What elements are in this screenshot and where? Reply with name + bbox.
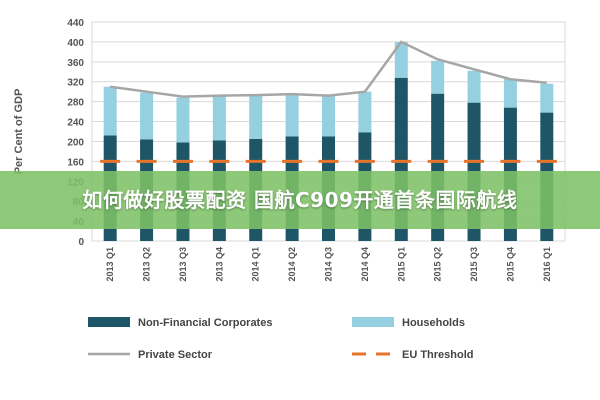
legend-label: EU Threshold — [402, 349, 474, 361]
bar-households — [249, 95, 263, 139]
x-tick-label: 2014 Q2 — [287, 247, 297, 282]
bar-households — [212, 95, 226, 141]
bar-households — [322, 95, 335, 137]
bar-households — [285, 94, 299, 137]
y-tick-label: 0 — [78, 237, 84, 248]
y-axis-label: Per Cent of GDP — [13, 89, 25, 175]
bar-households — [503, 78, 517, 108]
legend-swatch — [88, 317, 130, 327]
y-tick-label: 400 — [67, 38, 84, 49]
x-tick-label: 2016 Q1 — [542, 247, 552, 282]
y-tick-label: 160 — [67, 157, 84, 168]
x-tick-label: 2013 Q4 — [214, 247, 224, 282]
bar-households — [140, 92, 154, 140]
banner-text: 如何做好股票配资 国航C909开通首条国际航线 — [82, 188, 518, 212]
legend-label: Non-Financial Corporates — [138, 317, 272, 329]
bar-households — [431, 60, 445, 94]
x-tick-label: 2015 Q4 — [505, 247, 515, 282]
x-tick-label: 2014 Q4 — [360, 247, 370, 282]
x-tick-label: 2014 Q3 — [324, 247, 334, 282]
x-tick-label: 2013 Q3 — [178, 247, 188, 282]
bar-households — [540, 83, 554, 113]
y-tick-label: 200 — [67, 137, 84, 148]
y-tick-label: 280 — [67, 98, 84, 109]
x-tick-label: 2013 Q1 — [105, 247, 115, 282]
legend-label: Private Sector — [138, 349, 213, 361]
bar-households — [358, 91, 372, 133]
x-tick-label: 2014 Q1 — [251, 247, 261, 282]
y-tick-label: 360 — [67, 58, 84, 69]
overlay-banner: 如何做好股票配资 国航C909开通首条国际航线 — [0, 171, 600, 229]
private-sector-line — [110, 40, 547, 98]
y-tick-label: 440 — [67, 18, 84, 29]
x-tick-label: 2013 Q2 — [142, 247, 152, 282]
legend-label: Households — [402, 317, 465, 329]
bar-households — [394, 41, 408, 78]
bar-households — [467, 70, 481, 103]
x-tick-label: 2015 Q1 — [396, 247, 406, 282]
bar-households — [103, 86, 117, 136]
bar-households — [176, 97, 190, 143]
legend-swatch — [352, 317, 394, 327]
y-tick-label: 320 — [67, 78, 84, 89]
x-tick-label: 2015 Q3 — [469, 247, 479, 282]
x-tick-label: 2015 Q2 — [433, 247, 443, 282]
y-tick-label: 240 — [67, 118, 84, 129]
